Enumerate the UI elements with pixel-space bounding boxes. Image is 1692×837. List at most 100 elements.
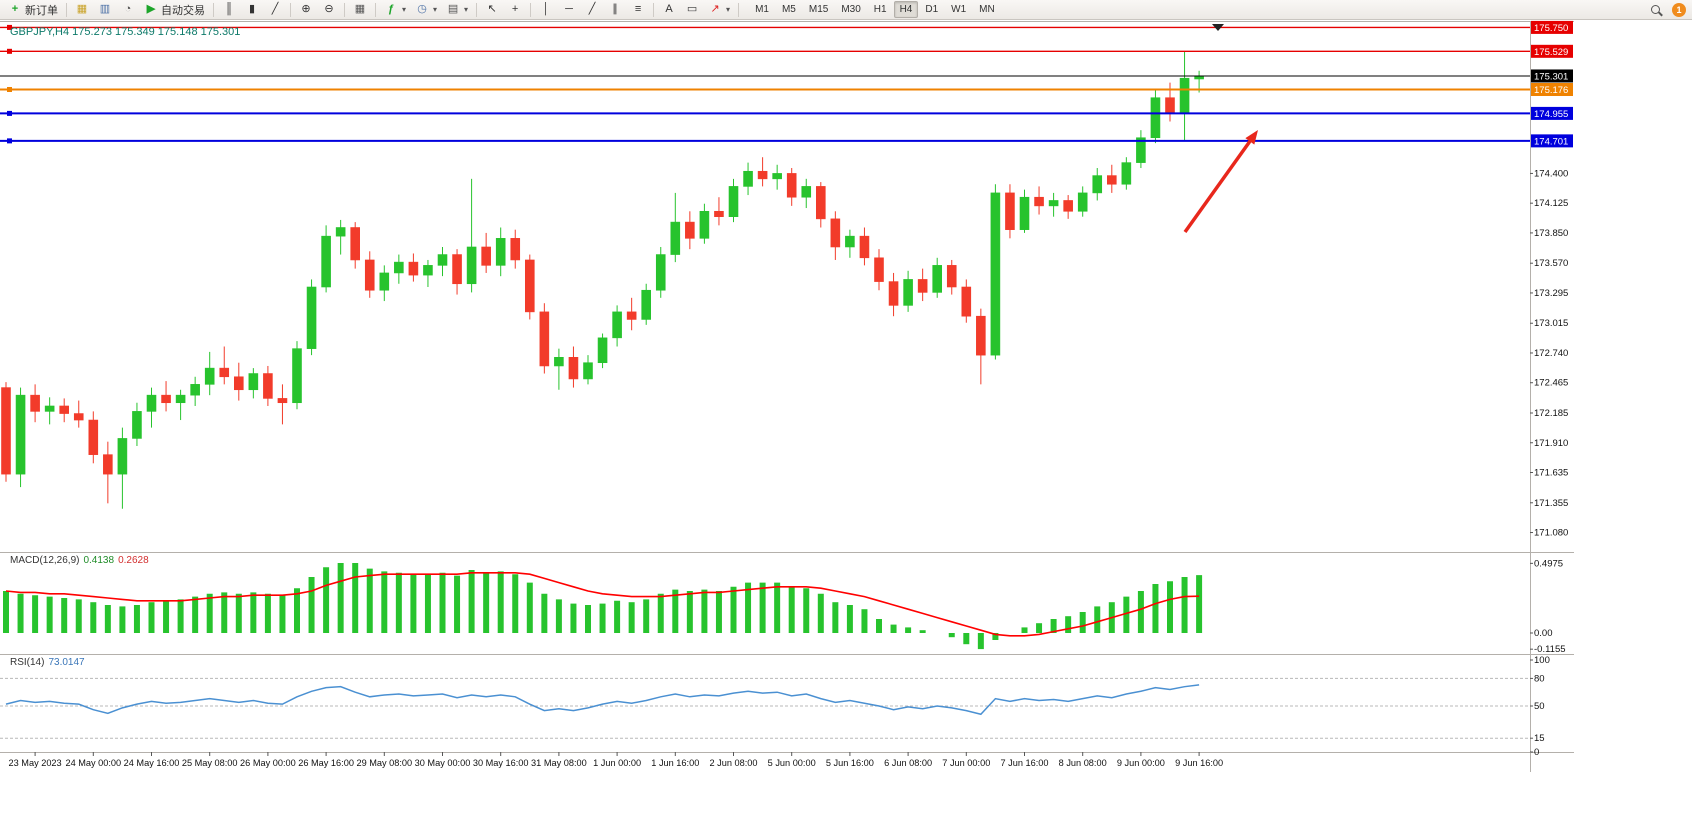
zoom-in-button[interactable]: ⊕ bbox=[295, 0, 317, 20]
svg-text:7 Jun 16:00: 7 Jun 16:00 bbox=[1000, 758, 1048, 768]
svg-text:2 Jun 08:00: 2 Jun 08:00 bbox=[709, 758, 757, 768]
toolbar: + 新订单 ▦ ▥ ◔ ▶ 自动交易 ║ ▮ ╱ ⊕ ⊖ ▦ ƒ ▾ ◷ ▾ ▤… bbox=[0, 0, 1692, 20]
svg-text:80: 80 bbox=[1534, 673, 1545, 684]
auto-trading-button[interactable]: ▶ 自动交易 bbox=[140, 0, 209, 20]
toolbar-separator bbox=[344, 3, 345, 17]
zoom-in-icon: ⊕ bbox=[299, 3, 313, 17]
macd-label: MACD(12,26,9) bbox=[10, 555, 79, 566]
svg-text:50: 50 bbox=[1534, 701, 1545, 712]
indicators-icon: ƒ bbox=[384, 3, 398, 17]
svg-text:174.701: 174.701 bbox=[1534, 136, 1568, 147]
svg-text:7 Jun 00:00: 7 Jun 00:00 bbox=[942, 758, 990, 768]
profiles-button[interactable]: ▦ bbox=[71, 0, 93, 20]
crosshair-button[interactable]: + bbox=[504, 0, 526, 20]
timeframe-m1[interactable]: M1 bbox=[749, 1, 775, 18]
svg-text:29 May 08:00: 29 May 08:00 bbox=[356, 758, 412, 768]
toolbar-separator bbox=[66, 3, 67, 17]
timeframe-m30[interactable]: M30 bbox=[835, 1, 866, 18]
bar-chart-button[interactable]: ║ bbox=[218, 0, 240, 20]
chart-symbol-title: GBPJPY,H4 175.273 175.349 175.148 175.30… bbox=[10, 26, 240, 38]
svg-text:-0.1155: -0.1155 bbox=[1534, 644, 1566, 655]
candlestick-chart-button[interactable]: ▮ bbox=[241, 0, 263, 20]
timeframe-m5[interactable]: M5 bbox=[776, 1, 802, 18]
navigator-button[interactable]: ◔ bbox=[117, 0, 139, 20]
svg-text:26 May 16:00: 26 May 16:00 bbox=[298, 758, 354, 768]
indicators-dropdown[interactable]: ƒ ▾ bbox=[380, 0, 410, 20]
timeframe-m15[interactable]: M15 bbox=[803, 1, 834, 18]
market-watch-icon: ▥ bbox=[98, 3, 112, 17]
trendline-icon: ╱ bbox=[585, 3, 599, 17]
search-icon[interactable] bbox=[1650, 4, 1663, 17]
timeframe-w1[interactable]: W1 bbox=[945, 1, 972, 18]
svg-text:30 May 16:00: 30 May 16:00 bbox=[473, 758, 529, 768]
vertical-line-icon: │ bbox=[539, 3, 553, 17]
svg-text:175.529: 175.529 bbox=[1534, 47, 1568, 58]
timeframe-group: M1 M5 M15 M30 H1 H4 D1 W1 MN bbox=[749, 1, 1001, 18]
svg-text:171.910: 171.910 bbox=[1534, 438, 1568, 449]
toolbar-separator bbox=[476, 3, 477, 17]
line-chart-button[interactable]: ╱ bbox=[264, 0, 286, 20]
svg-text:30 May 00:00: 30 May 00:00 bbox=[415, 758, 471, 768]
svg-text:23 May 2023: 23 May 2023 bbox=[9, 758, 62, 768]
fibonacci-button[interactable]: ≡ bbox=[627, 0, 649, 20]
templates-dropdown[interactable]: ▤ ▾ bbox=[442, 0, 472, 20]
tile-windows-button[interactable]: ▦ bbox=[349, 0, 371, 20]
horizontal-line-button[interactable]: ─ bbox=[558, 0, 580, 20]
svg-text:174.955: 174.955 bbox=[1534, 109, 1568, 120]
svg-text:175.176: 175.176 bbox=[1534, 85, 1568, 96]
chevron-down-icon: ▾ bbox=[464, 5, 468, 14]
svg-text:8 Jun 08:00: 8 Jun 08:00 bbox=[1059, 758, 1107, 768]
rsi-label: RSI(14) bbox=[10, 657, 44, 668]
svg-text:31 May 08:00: 31 May 08:00 bbox=[531, 758, 587, 768]
zoom-out-icon: ⊖ bbox=[322, 3, 336, 17]
bar-chart-icon: ║ bbox=[222, 3, 236, 17]
notification-badge[interactable]: 1 bbox=[1672, 3, 1686, 17]
zoom-out-button[interactable]: ⊖ bbox=[318, 0, 340, 20]
timeframe-mn[interactable]: MN bbox=[973, 1, 1001, 18]
svg-text:174.400: 174.400 bbox=[1534, 168, 1568, 179]
svg-text:172.740: 172.740 bbox=[1534, 348, 1568, 359]
svg-text:174.125: 174.125 bbox=[1534, 198, 1568, 209]
toolbar-separator bbox=[290, 3, 291, 17]
ohlc-values: 175.273 175.349 175.148 175.301 bbox=[72, 26, 240, 38]
arrows-dropdown[interactable]: ↗ ▾ bbox=[704, 0, 734, 20]
toolbar-separator bbox=[213, 3, 214, 17]
periods-dropdown[interactable]: ◷ ▾ bbox=[411, 0, 441, 20]
time-axis[interactable]: 23 May 202324 May 00:0024 May 16:0025 Ma… bbox=[9, 752, 1224, 768]
clock-icon: ◷ bbox=[415, 3, 429, 17]
horizontal-line-icon: ─ bbox=[562, 3, 576, 17]
chevron-down-icon: ▾ bbox=[402, 5, 406, 14]
svg-text:9 Jun 00:00: 9 Jun 00:00 bbox=[1117, 758, 1165, 768]
tile-windows-icon: ▦ bbox=[353, 3, 367, 17]
price-axis[interactable]: 174.400174.125173.850173.570173.295173.0… bbox=[1530, 21, 1573, 539]
line-chart-icon: ╱ bbox=[268, 3, 282, 17]
channel-button[interactable]: ∥ bbox=[604, 0, 626, 20]
svg-text:24 May 00:00: 24 May 00:00 bbox=[65, 758, 121, 768]
trendline-button[interactable]: ╱ bbox=[581, 0, 603, 20]
chart-canvas[interactable]: 174.400174.125173.850173.570173.295173.0… bbox=[0, 0, 1692, 837]
trend-arrow-annotation[interactable] bbox=[1185, 130, 1258, 232]
svg-text:0.00: 0.00 bbox=[1534, 628, 1553, 639]
new-order-icon: + bbox=[8, 3, 22, 17]
text-button[interactable]: A bbox=[658, 0, 680, 20]
svg-text:171.080: 171.080 bbox=[1534, 528, 1568, 539]
macd-indicator bbox=[6, 563, 1199, 649]
macd-signal-value: 0.2628 bbox=[118, 555, 149, 566]
market-watch-button[interactable]: ▥ bbox=[94, 0, 116, 20]
timeframe-h4[interactable]: H4 bbox=[894, 1, 919, 18]
svg-text:25 May 08:00: 25 May 08:00 bbox=[182, 758, 238, 768]
candlestick-icon: ▮ bbox=[245, 3, 259, 17]
macd-axis[interactable]: 0.49750.00-0.1155 bbox=[1530, 558, 1566, 655]
svg-text:173.295: 173.295 bbox=[1534, 288, 1568, 299]
fibonacci-icon: ≡ bbox=[631, 3, 645, 17]
rsi-axis[interactable]: 1008050150 bbox=[1530, 655, 1550, 758]
text-label-button[interactable]: ▭ bbox=[681, 0, 703, 20]
vertical-line-button[interactable]: │ bbox=[535, 0, 557, 20]
new-order-button[interactable]: + 新订单 bbox=[4, 0, 62, 20]
timeframe-d1[interactable]: D1 bbox=[919, 1, 944, 18]
svg-text:175.750: 175.750 bbox=[1534, 23, 1568, 34]
timeframe-h1[interactable]: H1 bbox=[868, 1, 893, 18]
cursor-button[interactable]: ↖ bbox=[481, 0, 503, 20]
rsi-pane-title: RSI(14)73.0147 bbox=[10, 657, 85, 668]
level-lines[interactable] bbox=[0, 25, 1530, 143]
